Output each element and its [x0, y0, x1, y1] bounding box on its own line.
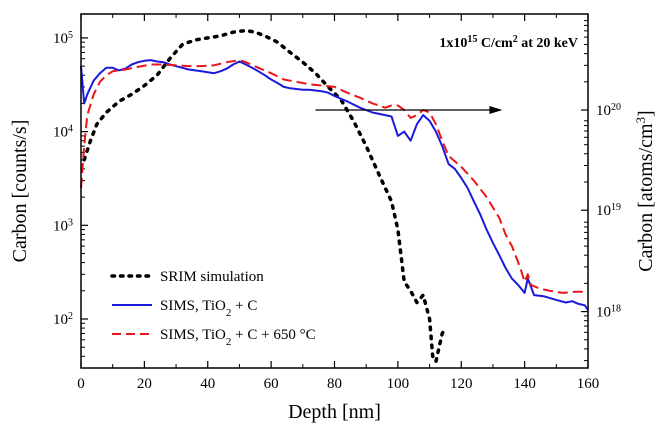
x-tick-label: 160 [577, 376, 600, 392]
x-tick-label: 60 [264, 376, 279, 392]
x-tick-label: 40 [200, 376, 215, 392]
y-left-tick-label: 104 [53, 123, 73, 141]
series-line-srim [82, 28, 448, 364]
legend-label-srim: SRIM simulation [160, 269, 264, 285]
y-axis-title-right: Carbon [atoms/cm3] [633, 110, 658, 271]
x-tick-label: 0 [77, 376, 85, 392]
x-tick-label: 120 [450, 376, 473, 392]
x-tick-label: 100 [387, 376, 410, 392]
x-tick-label: 80 [327, 376, 342, 392]
x-tick-label: 20 [137, 376, 152, 392]
y-left-tick-label: 105 [53, 29, 73, 47]
y-axis-title-right-sup: 3 [633, 117, 648, 124]
y-right-tick-label: 1020 [596, 102, 621, 120]
arrow-head [489, 106, 503, 115]
arrow-annotation [315, 106, 503, 115]
y-axis-title-right-post: ] [635, 110, 657, 117]
y-axis-title-left: Carbon [counts/s] [9, 120, 31, 263]
ticks: 0 20 40 60 80 100 120 140 160 102 103 104 105 1018 101… [53, 14, 621, 392]
plot-frame [80, 13, 589, 369]
x-tick-label: 140 [513, 376, 536, 392]
y-left-tick-label: 103 [53, 217, 73, 235]
series-line-sims650 [80, 59, 588, 294]
dose-annotation: 1x1015 C/cm2 at 20 keV [439, 34, 578, 52]
y-axis-title-right-pre: Carbon [atoms/cm [635, 123, 657, 272]
series-line-sims [80, 59, 589, 311]
y-right-tick-label: 1019 [596, 202, 621, 220]
series-group [80, 28, 589, 364]
y-right-tick-label: 1018 [596, 303, 621, 321]
y-left-tick-label: 102 [53, 311, 73, 329]
x-axis-title: Depth [nm] [288, 401, 381, 423]
legend-label-sims: SIMS, TiO2 + C [160, 298, 257, 319]
legend-label-sims650: SIMS, TiO2 + C + 650 °C [160, 327, 316, 348]
legend: SRIM simulation SIMS, TiO2 + C SIMS, TiO… [110, 269, 316, 348]
